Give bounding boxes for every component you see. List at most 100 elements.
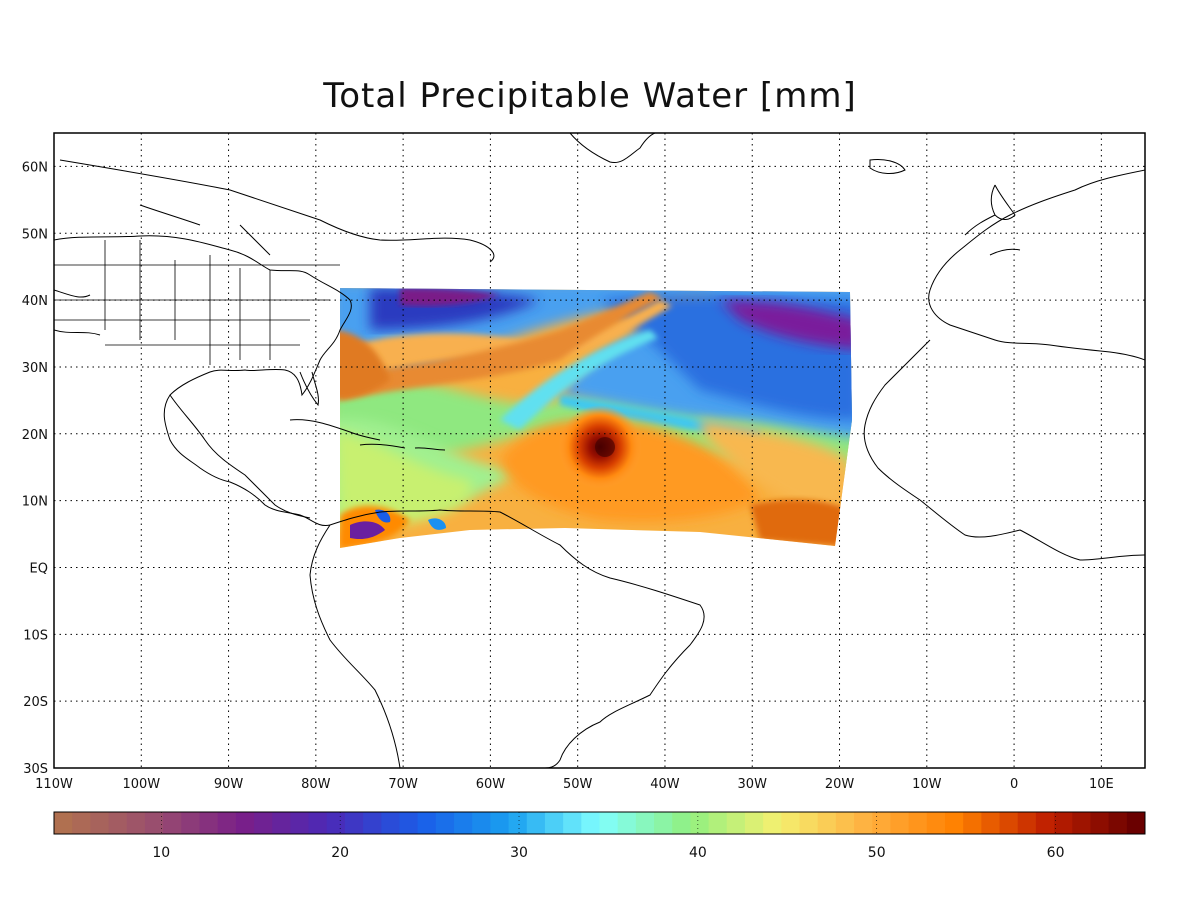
colorbar-segment xyxy=(72,812,91,834)
colorbar-segment xyxy=(726,812,746,834)
colorbar-segment xyxy=(581,812,600,834)
colorbar-segment xyxy=(1017,812,1037,834)
colorbar-segment xyxy=(835,812,855,834)
colorbar-segment xyxy=(363,812,382,834)
colorbar-segment xyxy=(181,812,200,834)
colorbar-segment xyxy=(872,812,891,834)
colorbar-segment xyxy=(854,812,873,834)
colorbar-segment xyxy=(290,812,310,834)
colorbar-segment xyxy=(781,812,801,834)
colorbar-segment xyxy=(435,812,455,834)
colorbar-segment xyxy=(799,812,819,834)
latitude-tick-label: 30N xyxy=(22,361,48,376)
colorbar-segment xyxy=(944,812,964,834)
map-title: Total Precipitable Water [mm] xyxy=(323,76,857,116)
colorbar-segment xyxy=(635,812,655,834)
colorbar-segment xyxy=(1126,812,1146,834)
colorbar-segment xyxy=(654,812,673,834)
colorbar-segment xyxy=(544,812,564,834)
colorbar-segment xyxy=(1090,812,1110,834)
map-gridlines xyxy=(54,133,1145,768)
colorbar-segment xyxy=(1072,812,1091,834)
colorbar-segment xyxy=(963,812,982,834)
colorbar-segment xyxy=(417,812,437,834)
colorbar-segment xyxy=(272,812,291,834)
latitude-tick-label: 40N xyxy=(22,294,48,309)
coastlines xyxy=(54,133,1145,768)
latitude-tick-label: 10N xyxy=(22,495,48,510)
colorbar-tick-label: 40 xyxy=(689,845,707,861)
latitude-tick-label: 60N xyxy=(22,160,48,175)
longitude-tick-label: 110W xyxy=(35,777,73,792)
longitude-tick-label: 40W xyxy=(650,777,680,792)
longitude-labels: 110W 100W 90W 80W 70W 60W 50W 40W 30W 20W 10W 0 10E xyxy=(35,777,1114,792)
colorbar-segment xyxy=(744,812,764,834)
colorbar-tick-label: 20 xyxy=(331,845,349,861)
colorbar-tick-label: 30 xyxy=(510,845,528,861)
colorbar-segment xyxy=(672,812,691,834)
colorbar-segment xyxy=(490,812,510,834)
longitude-tick-label: 0 xyxy=(1010,777,1018,792)
colorbar-segment xyxy=(217,812,237,834)
colorbar-segment xyxy=(526,812,546,834)
colorbar-segment xyxy=(90,812,110,834)
colorbar-segment xyxy=(235,812,255,834)
longitude-tick-label: 60W xyxy=(476,777,506,792)
longitude-tick-label: 100W xyxy=(122,777,160,792)
colorbar-border xyxy=(53,811,1146,835)
colorbar-segment xyxy=(908,812,928,834)
colorbar-segment xyxy=(163,812,182,834)
colorbar-segment xyxy=(344,812,364,834)
latitude-tick-label: EQ xyxy=(30,561,48,576)
longitude-tick-label: 70W xyxy=(388,777,418,792)
colorbar-segment xyxy=(1035,812,1055,834)
longitude-tick-label: 90W xyxy=(214,777,244,792)
colorbar-segment xyxy=(126,812,146,834)
colorbar-segment xyxy=(599,812,619,834)
colorbar-tick-label: 50 xyxy=(868,845,886,861)
colorbar-segment xyxy=(508,812,528,834)
colorbar-segment xyxy=(399,812,419,834)
colorbar-segment xyxy=(472,812,491,834)
colorbar-segment xyxy=(199,812,219,834)
colorbar-segment xyxy=(254,812,273,834)
colorbar-segment xyxy=(690,812,710,834)
colorbar-labels: 10 20 30 40 50 60 xyxy=(152,845,1064,861)
colorbar-segment xyxy=(454,812,473,834)
colorbar-segment xyxy=(308,812,328,834)
colorbar-segment xyxy=(817,812,837,834)
longitude-tick-label: 20W xyxy=(825,777,855,792)
latitude-tick-label: 20N xyxy=(22,428,48,443)
colorbar-segment xyxy=(981,812,1001,834)
colorbar-segment xyxy=(144,812,164,834)
colorbar-segment xyxy=(563,812,582,834)
longitude-tick-label: 30W xyxy=(738,777,768,792)
map-border xyxy=(53,132,1146,769)
colorbar-segment xyxy=(381,812,400,834)
colorbar-segment xyxy=(890,812,910,834)
colorbar-segment xyxy=(708,812,728,834)
colorbar-tick-label: 10 xyxy=(152,845,170,861)
longitude-tick-label: 80W xyxy=(301,777,331,792)
colorbar-segment xyxy=(54,812,73,834)
latitude-tick-label: 50N xyxy=(22,227,48,242)
latitude-tick-label: 20S xyxy=(23,695,48,710)
latitude-labels: 60N 50N 40N 30N 20N 10N EQ 10S 20S 30S xyxy=(22,160,48,777)
longitude-tick-label: 10W xyxy=(912,777,942,792)
colorbar-tick-label: 60 xyxy=(1047,845,1065,861)
colorbar-segment xyxy=(326,812,346,834)
colorbar-segment xyxy=(1054,812,1073,834)
colorbar-segment xyxy=(926,812,946,834)
precipitable-water-swath xyxy=(340,288,852,548)
colorbar-segment xyxy=(108,812,128,834)
longitude-tick-label: 50W xyxy=(563,777,593,792)
longitude-tick-label: 10E xyxy=(1089,777,1114,792)
latitude-tick-label: 30S xyxy=(23,762,48,777)
colorbar-segment xyxy=(1108,812,1128,834)
colorbar-segment xyxy=(999,812,1019,834)
latitude-tick-label: 10S xyxy=(23,628,48,643)
colorbar-segment xyxy=(763,812,782,834)
colorbar xyxy=(53,811,1146,835)
